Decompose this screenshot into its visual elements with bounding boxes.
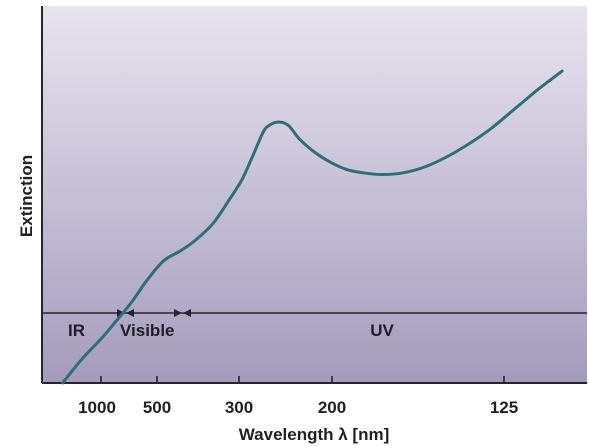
y-axis-label: Extinction [17, 155, 36, 237]
x-tick-label: 300 [225, 398, 253, 417]
region-arrow-visible-right [174, 309, 182, 317]
region-label-uv: UV [370, 321, 394, 340]
region-label-visible: Visible [120, 321, 175, 340]
x-tick-label: 500 [143, 398, 171, 417]
x-tick-label: 125 [490, 398, 518, 417]
x-tick-label: 200 [318, 398, 346, 417]
region-arrow-visible-left [126, 309, 134, 317]
extinction-curve [61, 69, 564, 385]
region-label-ir: IR [68, 321, 85, 340]
plot-area [42, 6, 587, 383]
x-ticks [100, 376, 505, 383]
x-axis-label: Wavelength λ [nm] [239, 425, 390, 444]
region-arrow-uv-left [183, 309, 191, 317]
x-tick-label: 1000 [78, 398, 116, 417]
